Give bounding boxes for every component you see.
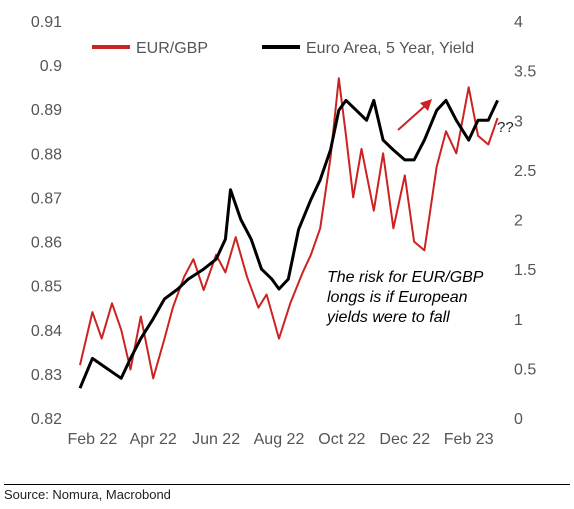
right-tick-label: 4 <box>514 14 523 31</box>
annotation-line-1: The risk for EUR/GBP <box>327 269 484 286</box>
left-tick-label: 0.82 <box>31 411 62 428</box>
x-tick-label: Feb 22 <box>67 431 117 448</box>
annotation: The risk for EUR/GBP longs is if Europea… <box>326 99 514 326</box>
left-tick-label: 0.91 <box>31 14 62 31</box>
right-tick-label: 3 <box>514 113 523 130</box>
x-tick-label: Aug 22 <box>254 431 305 448</box>
upward-arrow-icon <box>397 104 427 131</box>
left-tick-label: 0.86 <box>31 235 62 252</box>
right-tick-label: 3.5 <box>514 64 536 81</box>
annotation-line-2: longs is if European <box>327 289 468 306</box>
legend-label-eur-gbp: EUR/GBP <box>136 40 208 57</box>
right-tick-label: 2.5 <box>514 163 536 180</box>
right-tick-label: 0.5 <box>514 361 536 378</box>
x-tick-label: Feb 23 <box>444 431 494 448</box>
left-tick-label: 0.83 <box>31 367 62 384</box>
right-tick-label: 0 <box>514 411 523 428</box>
left-tick-label: 0.85 <box>31 279 62 296</box>
left-axis-ticks: 0.82 0.83 0.84 0.85 0.86 0.87 0.88 0.89 0.9 0.91 <box>31 14 62 428</box>
x-tick-label: Apr 22 <box>130 431 177 448</box>
annotation-line-3: yields were to fall <box>326 309 450 326</box>
left-tick-label: 0.9 <box>40 58 62 75</box>
chart: 0.820.830.840.850.860.870.880.890.90.91 … <box>31 14 536 448</box>
right-tick-label: 1.5 <box>514 262 536 279</box>
legend: EUR/GBP Euro Area, 5 Year, Yield <box>92 40 474 57</box>
x-tick-label: Oct 22 <box>318 431 365 448</box>
source-divider <box>4 484 570 485</box>
eur-gbp-line <box>79 77 499 380</box>
euro-area-5y-yield-line <box>78 98 499 389</box>
source-note: Source: Nomura, Macrobond <box>4 487 171 502</box>
question-marks: ?? <box>497 119 514 136</box>
right-tick-label: 2 <box>514 213 523 230</box>
right-axis-ticks: 0 0.5 1 1.5 2 2.5 3 3.5 4 <box>514 14 536 428</box>
x-tick-label: Jun 22 <box>192 431 240 448</box>
right-tick-label: 1 <box>514 312 523 329</box>
x-tick-label: Dec 22 <box>379 431 430 448</box>
left-tick-label: 0.84 <box>31 323 62 340</box>
left-tick-label: 0.89 <box>31 102 62 119</box>
left-tick-label: 0.88 <box>31 146 62 163</box>
arrow-head-icon <box>420 99 432 111</box>
legend-label-yield: Euro Area, 5 Year, Yield <box>306 40 474 57</box>
x-axis-ticks: Feb 22 Apr 22 Jun 22 Aug 22 Oct 22 Dec 22 Feb … <box>67 431 493 448</box>
left-tick-label: 0.87 <box>31 190 62 207</box>
